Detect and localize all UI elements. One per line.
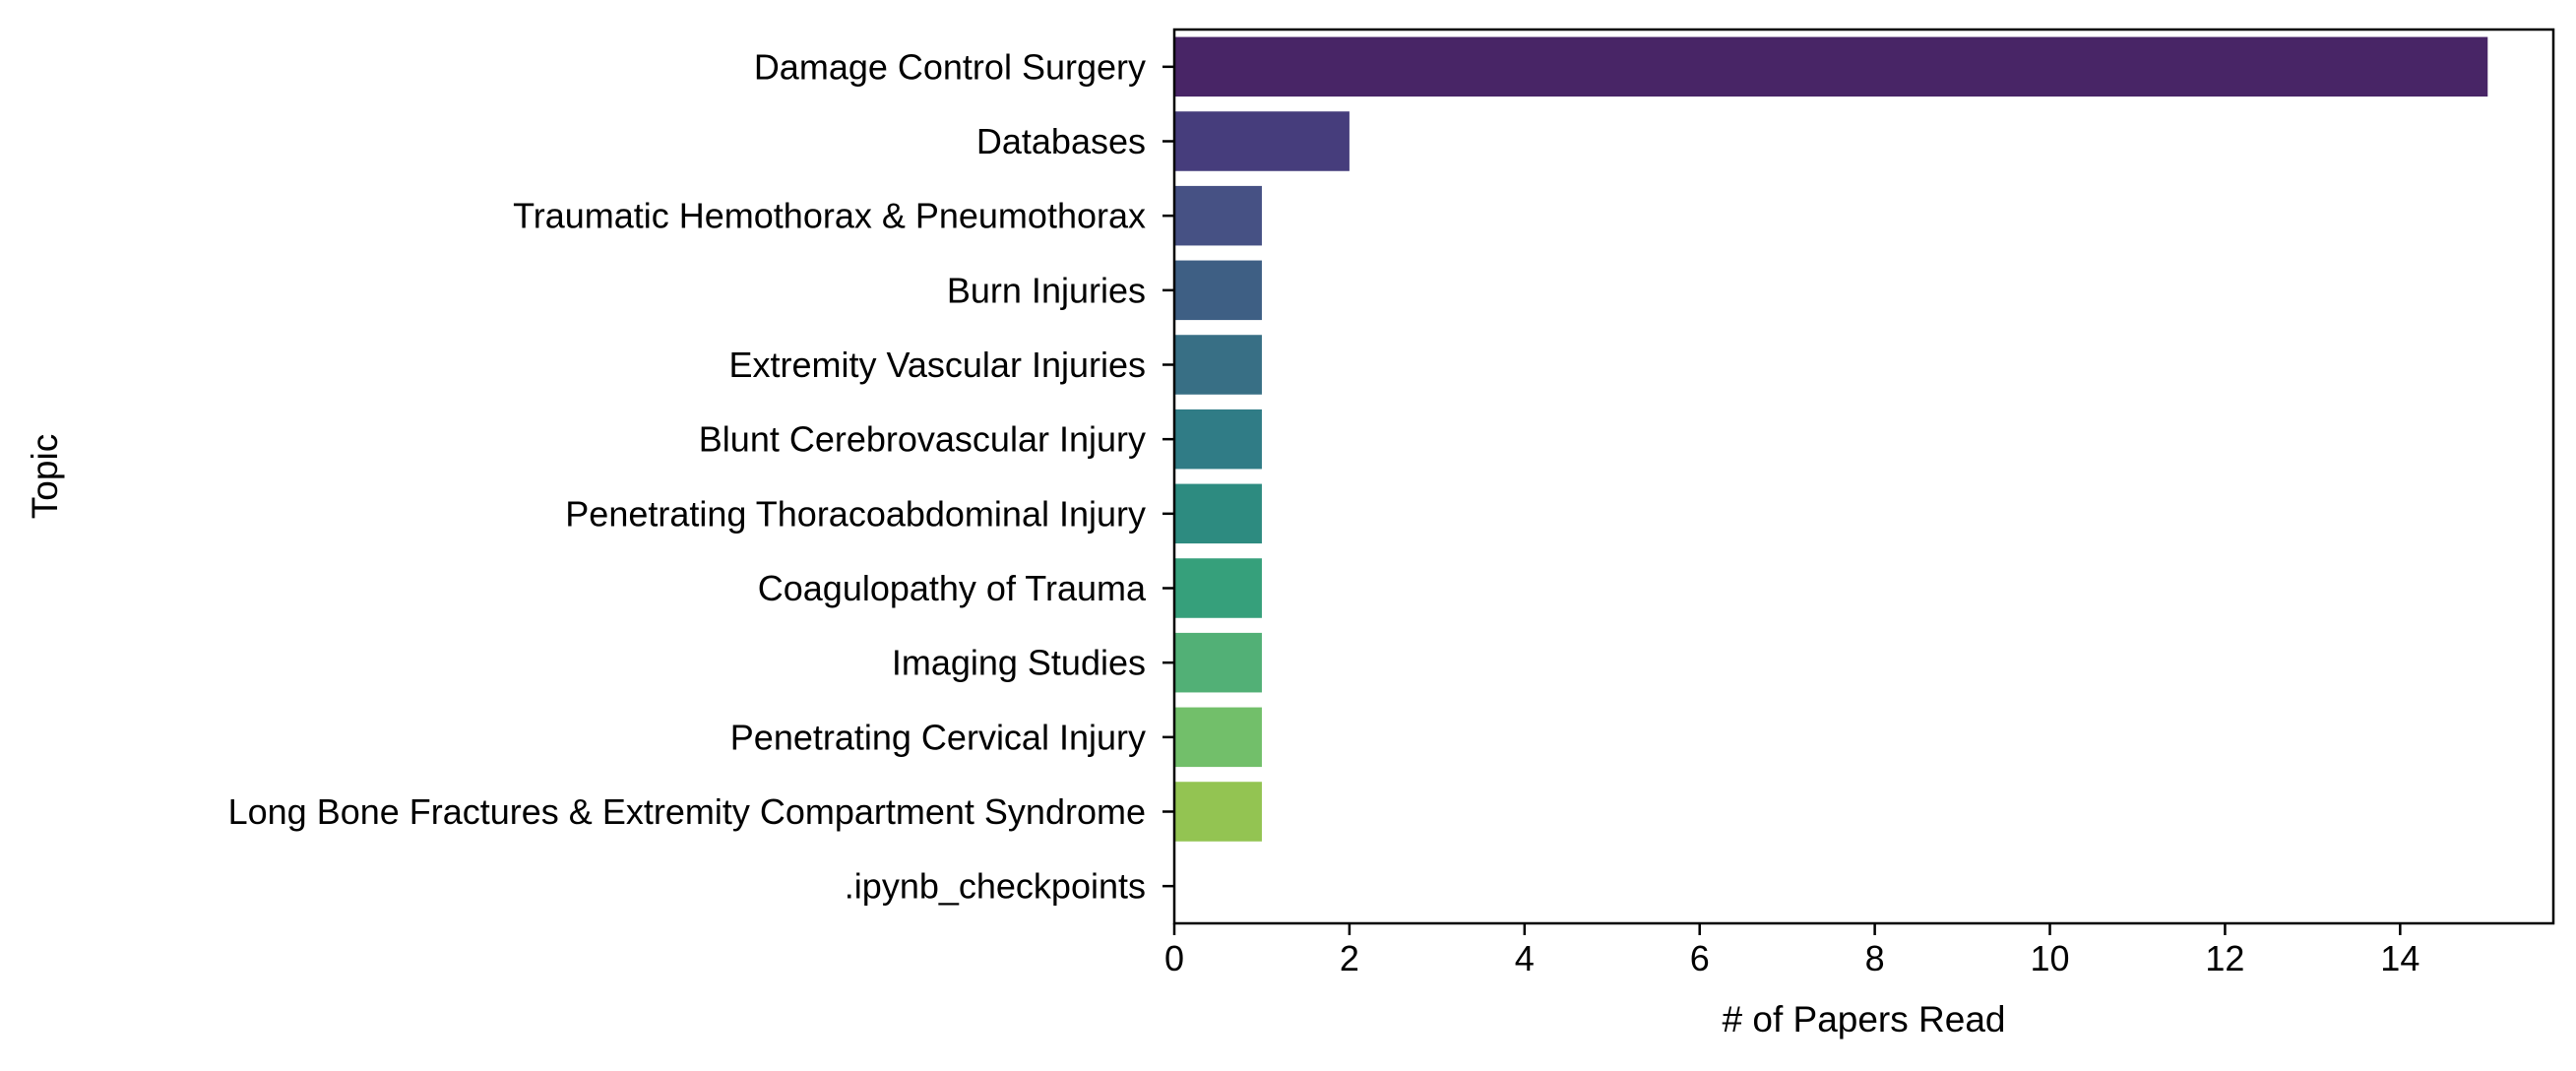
bar-7 — [1174, 558, 1262, 618]
bar-3 — [1174, 260, 1262, 321]
axes-frame — [1172, 28, 2555, 925]
y-tick-label-6: Penetrating Thoracoabdominal Injury — [565, 493, 1146, 534]
y-tick-label-2: Traumatic Hemothorax & Pneumothorax — [513, 196, 1146, 236]
bar-10 — [1174, 782, 1262, 842]
bar-5 — [1174, 409, 1262, 470]
y-tick-label-4: Extremity Vascular Injuries — [729, 345, 1146, 385]
bar-4 — [1174, 335, 1262, 395]
y-axis-label: Topic — [25, 434, 65, 519]
bar-2 — [1174, 185, 1262, 246]
bar-0 — [1174, 36, 2488, 97]
x-tick-label-3: 6 — [1690, 938, 1710, 978]
x-tick-label-6: 12 — [2205, 938, 2244, 978]
x-tick-label-4: 8 — [1865, 938, 1885, 978]
x-tick-label-1: 2 — [1340, 938, 1359, 978]
y-tick-label-11: .ipynb_checkpoints — [845, 866, 1146, 907]
y-tick-label-7: Coagulopathy of Trauma — [758, 568, 1147, 608]
y-tick-label-0: Damage Control Surgery — [754, 46, 1146, 87]
bar-1 — [1174, 111, 1350, 171]
bar-8 — [1174, 632, 1262, 693]
x-axis-ticks: 0 2 4 6 8 10 12 14 — [1164, 923, 2419, 978]
y-tick-label-3: Burn Injuries — [947, 270, 1146, 310]
y-tick-label-5: Blunt Cerebrovascular Injury — [699, 419, 1146, 460]
x-tick-label-0: 0 — [1164, 938, 1184, 978]
y-axis-ticks: Damage Control Surgery Databases Traumatic… — [228, 46, 1174, 907]
y-tick-label-1: Databases — [976, 121, 1146, 161]
y-tick-label-8: Imaging Studies — [892, 643, 1146, 683]
x-axis-label: # of Papers Read — [1723, 999, 2006, 1040]
y-tick-label-10: Long Bone Fractures & Extremity Compartm… — [228, 791, 1146, 832]
bars-group — [1174, 36, 2488, 842]
bar-9 — [1174, 707, 1262, 768]
x-tick-label-7: 14 — [2380, 938, 2419, 978]
x-tick-label-5: 10 — [2031, 938, 2070, 978]
y-tick-label-9: Penetrating Cervical Injury — [730, 717, 1146, 757]
x-tick-label-2: 4 — [1515, 938, 1535, 978]
bar-6 — [1174, 483, 1262, 544]
